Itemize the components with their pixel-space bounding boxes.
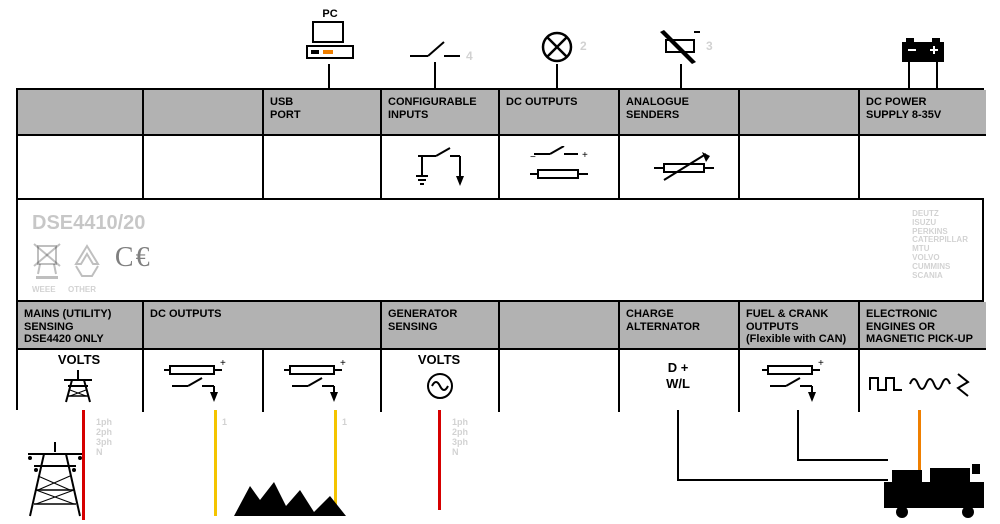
bottom-header-cell: DC OUTPUTS xyxy=(144,302,264,350)
top-header-cell: USB PORT xyxy=(264,90,382,136)
brand-list: DEUTZ ISUZU PERKINS CATERPILLAR MTU VOLV… xyxy=(912,210,968,280)
top-body-cell xyxy=(18,136,144,198)
dc-output-top-icon: 2 xyxy=(540,30,574,64)
bottom-body-cell xyxy=(500,350,620,412)
charge-alt-label: D + W/L xyxy=(618,360,738,391)
fuel-crank-body: + xyxy=(762,360,846,402)
pc-label: PC xyxy=(300,8,360,20)
gen-wire xyxy=(438,410,441,510)
top-header-cell: DC OUTPUTS xyxy=(500,90,620,136)
gen-volts-label: VOLTS xyxy=(380,352,498,367)
top-header-cell: DC POWER SUPPLY 8-35V xyxy=(860,90,986,136)
lamp-icon xyxy=(540,30,574,64)
top-body-cell xyxy=(860,136,986,198)
variable-resistor-icon xyxy=(660,30,700,64)
compliance-icons: C€ xyxy=(32,242,152,282)
analogue-count: 3 xyxy=(706,40,713,53)
dc-output-body-left: + xyxy=(164,360,248,402)
gen-phase-labels: 1ph 2ph 3ph N xyxy=(452,418,468,458)
top-header-cell xyxy=(740,90,860,136)
weee-label: WEEE xyxy=(32,286,56,295)
electronic-engines-body xyxy=(868,368,976,398)
bottom-header-cell: MAINS (UTILITY) SENSING DSE4420 ONLY xyxy=(18,302,144,350)
dc-wire-1-count: 1 xyxy=(222,418,227,428)
pc-icon-block: PC xyxy=(300,8,360,62)
dc-output-count: 2 xyxy=(580,40,587,53)
ce-mark: C€ xyxy=(115,242,152,274)
top-icon-row: PC 4 2 3 xyxy=(0,8,1000,86)
utility-tower-icon xyxy=(20,440,90,520)
svg-text:−: − xyxy=(530,152,536,163)
dc-wire-2-count: 1 xyxy=(342,418,347,428)
svg-text:+: + xyxy=(220,360,226,369)
config-input-count: 4 xyxy=(466,50,473,63)
bottom-header-cell: GENERATOR SENSING xyxy=(382,302,500,350)
top-body-cell xyxy=(740,136,860,198)
config-input-body-icon xyxy=(414,146,474,188)
svg-text:+: + xyxy=(582,150,588,161)
analogue-body-icon xyxy=(650,152,720,184)
bottom-header-cell: CHARGE ALTERNATOR xyxy=(620,302,740,350)
bottom-header-cell: ELECTRONIC ENGINES OR MAGNETIC PICK-UP xyxy=(860,302,986,350)
top-header-cell xyxy=(144,90,264,136)
pc-icon xyxy=(305,20,355,62)
config-input-top-icon: 4 xyxy=(410,36,460,62)
switch-open-icon xyxy=(410,36,460,62)
weee-icon xyxy=(32,242,62,282)
gen-ac-icon xyxy=(426,372,454,400)
mains-volts-label: VOLTS xyxy=(16,352,142,367)
genset-icon xyxy=(880,462,990,520)
mid-band: DSE4410/20 C€ WEEE OTHER DEUTZ ISUZU PER… xyxy=(18,198,982,302)
battery-icon xyxy=(896,34,950,68)
bottom-header-cell xyxy=(500,302,620,350)
mains-phase-labels: 1ph 2ph 3ph N xyxy=(96,418,112,458)
top-header-cell: ANALOGUE SENDERS xyxy=(620,90,740,136)
svg-text:+: + xyxy=(340,360,346,369)
top-header-cell xyxy=(18,90,144,136)
analogue-top-icon: 3 xyxy=(660,30,700,64)
top-header-cell: CONFIGURABLE INPUTS xyxy=(382,90,500,136)
top-body-cell xyxy=(264,136,382,198)
dc-output-body-right: + xyxy=(284,360,368,402)
recycle-label: OTHER xyxy=(68,286,96,295)
top-body-cell xyxy=(144,136,264,198)
bottom-header-cell xyxy=(264,302,382,350)
svg-text:+: + xyxy=(818,360,824,369)
dc-wire-1 xyxy=(214,410,217,516)
mains-tower-icon xyxy=(62,370,94,404)
battery-top-icon xyxy=(896,34,950,68)
dc-output-body-icon: − + xyxy=(528,146,598,188)
bottom-header-cell: FUEL & CRANK OUTPUTS (Flexible with CAN) xyxy=(740,302,860,350)
recycle-icon xyxy=(70,242,104,282)
load-silhouette-icon xyxy=(230,476,360,520)
model-label: DSE4410/20 xyxy=(32,212,145,235)
